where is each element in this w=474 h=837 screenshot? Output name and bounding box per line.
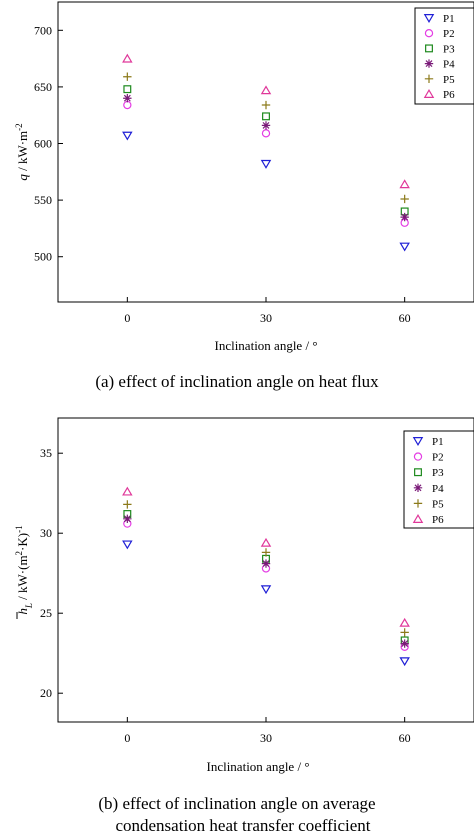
legend-marker-p6 [423,89,435,98]
chart-b-ylabel: hL / kW·(m2·K)-1 [14,525,34,619]
chart-a-xlabel: Inclination angle / ° [214,338,317,353]
x-tick-label: 60 [399,731,411,745]
legend-label-p2: P2 [432,452,444,464]
data-point-p4 [261,121,271,130]
y-tick-label: 35 [40,446,52,460]
legend-label-p6: P6 [432,514,444,526]
data-point-p6 [399,617,410,627]
chart-b-caption-line2: condensation heat transfer coefficient [115,816,370,835]
data-point-p2 [261,129,271,138]
x-tick-label: 30 [260,311,272,325]
data-point-p4 [261,559,271,568]
y-tick-label: 700 [34,23,52,37]
x-tick-label: 60 [399,311,411,325]
chart-a-frame [57,1,474,303]
data-point-p1 [122,540,133,550]
data-point-p3 [262,112,270,121]
data-point-p1 [122,131,133,141]
data-point-p5 [261,548,271,557]
legend-marker-p3 [414,468,422,477]
data-point-p5 [400,194,409,204]
legend-marker-p6 [412,514,424,523]
legend-marker-p4 [413,483,423,492]
legend-label-p4: P4 [432,483,444,495]
data-point-p3 [123,85,132,94]
legend-marker-p5 [424,74,434,83]
legend-box [403,430,474,529]
data-point-p1 [399,657,410,667]
chart-a-caption: (a) effect of inclination angle on heat … [95,372,379,391]
data-point-p1 [399,242,410,252]
chart-b-caption-line1: (b) effect of inclination angle on avera… [98,794,375,813]
y-tick-label: 500 [34,250,52,264]
y-tick-label: 25 [40,606,52,620]
legend-label-p6: P6 [443,89,455,101]
data-point-p4 [400,212,409,222]
data-point-p5 [400,628,409,637]
legend-label-p5: P5 [443,74,455,86]
legend-marker-p1 [412,437,424,446]
data-point-p6 [260,537,272,547]
data-point-p6 [122,53,133,63]
data-point-p4 [123,514,132,523]
y-tick-label: 600 [34,137,52,151]
legend-box [414,7,474,105]
legend-marker-p4 [424,59,434,68]
data-point-p5 [123,500,132,509]
y-tick-label: 650 [34,80,52,94]
data-point-p2 [123,100,132,110]
chart-a: 500 550 600 650 700 0 30 60 P1 P2 P3 P4 P5 P6 Incli… [14,1,474,391]
data-point-p6 [122,486,133,496]
legend-label-p1: P1 [443,13,455,25]
svg-text:hL / kW·(m2·K)-1: hL / kW·(m2·K)-1 [14,525,34,614]
legend-label-p3: P3 [432,467,444,479]
chart-b: 20 25 30 35 0 30 60 P1 P2 P3 P4 P5 P6 Inclination … [14,417,474,835]
chart-b-xlabel: Inclination angle / ° [206,759,309,774]
legend-marker-p1 [423,14,435,23]
data-point-p5 [123,72,132,81]
legend-label-p3: P3 [443,43,455,55]
x-tick-label: 30 [260,731,272,745]
x-tick-label: 0 [124,731,130,745]
data-point-p1 [260,159,272,169]
data-point-p6 [399,179,410,189]
chart-b-legend: P1 P2 P3 P4 P5 P6 [403,430,474,529]
legend-label-p4: P4 [443,59,455,71]
chart-a-legend: P1 P2 P3 P4 P5 P6 [414,7,474,105]
legend-label-p1: P1 [432,436,444,448]
legend-label-p2: P2 [443,28,455,40]
legend-marker-p2 [413,452,423,461]
data-point-p1 [260,585,272,595]
data-point-p5 [261,100,271,110]
x-tick-label: 0 [124,311,130,325]
data-point-p4 [400,639,409,648]
chart-a-ylabel: q / kW·m-2 [14,123,30,180]
y-tick-label: 550 [34,193,52,207]
legend-marker-p2 [424,29,434,38]
y-tick-label: 20 [40,686,52,700]
data-point-p6 [260,85,272,95]
legend-label-p5: P5 [432,498,444,510]
y-tick-label: 30 [40,526,52,540]
legend-marker-p5 [413,499,423,508]
data-point-p4 [123,94,132,103]
legend-marker-p3 [425,44,433,53]
